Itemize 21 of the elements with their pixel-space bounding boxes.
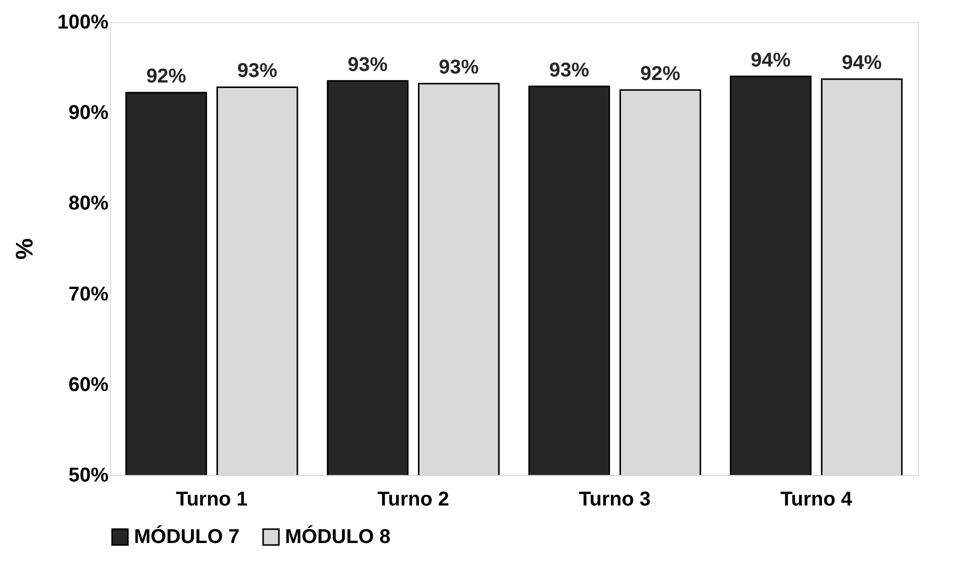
legend-label: MÓDULO 8 [285, 525, 391, 548]
y-tick-label: 50% [68, 464, 109, 486]
data-label: 93% [237, 60, 278, 82]
data-label: 93% [549, 59, 590, 82]
y-axis-title: % [11, 238, 38, 260]
data-label: 92% [640, 62, 681, 85]
data-label: 93% [348, 54, 388, 76]
x-tick-label: Turno 4 [780, 488, 854, 510]
y-tick-label: 90% [68, 102, 109, 124]
data-label: 92% [146, 66, 186, 88]
x-tick-label: Turno 2 [377, 488, 450, 510]
data-label: 94% [842, 52, 882, 74]
data-label: 93% [438, 56, 480, 79]
data-label: 94% [750, 49, 791, 72]
x-tick-label: Turno 3 [578, 488, 651, 510]
legend-label: MÓDULO 7 [134, 525, 240, 548]
y-tick-label: 80% [68, 192, 109, 215]
y-tick-label: 70% [68, 283, 109, 306]
x-tick-label: Turno 1 [176, 488, 248, 510]
y-tick-label: 60% [68, 374, 109, 396]
y-tick-label: 100% [57, 12, 109, 34]
